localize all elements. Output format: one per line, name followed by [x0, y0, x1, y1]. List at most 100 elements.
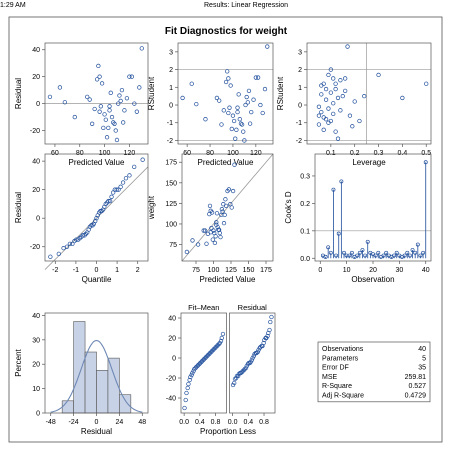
data-point: [109, 114, 115, 120]
data-point: [245, 100, 250, 105]
data-point: [97, 74, 102, 79]
data-point: [319, 83, 324, 88]
normal-density-curve: [50, 339, 143, 413]
data-point: [230, 188, 236, 194]
data-point: [243, 102, 248, 108]
data-point: [238, 121, 244, 126]
y-tick-label: -20: [30, 128, 40, 135]
data-point: [101, 125, 106, 130]
plot-frame: [177, 42, 274, 145]
data-point: [186, 381, 191, 387]
y-tick-label: 40: [32, 159, 40, 166]
data-point: [323, 254, 328, 259]
data-point: [219, 206, 225, 212]
data-point: [227, 105, 232, 110]
data-point: [122, 108, 127, 113]
data-point: [180, 95, 185, 101]
data-point: [57, 85, 63, 90]
panel-residual-histogram: -48 -24 0 24 48 0 10 20 30 40 Residual Percent: [14, 312, 149, 436]
data-point: [219, 335, 224, 341]
data-point: [244, 94, 249, 100]
data-point: [392, 253, 397, 258]
stats-value: 40: [418, 346, 426, 353]
y-tick-label: 3: [298, 49, 302, 56]
data-point: [132, 101, 137, 106]
data-point: [219, 122, 224, 127]
x-axis-label: Residual: [81, 427, 112, 436]
x-tick-label: 0.4: [398, 150, 408, 157]
x-tick-label: 0: [95, 419, 99, 426]
data-point: [267, 327, 272, 333]
stats-label: Observations: [322, 346, 364, 353]
data-point: [228, 83, 233, 88]
data-point: [185, 385, 190, 391]
x-tick-label: -48: [46, 419, 56, 426]
data-point: [423, 160, 428, 165]
data-point: [328, 90, 333, 95]
data-point: [331, 187, 336, 192]
data-point: [269, 314, 274, 320]
data-point: [189, 81, 194, 86]
panel-qq-plot: -2 -1 0 1 2 -20 0 20 40 Quantile Residual: [14, 153, 149, 284]
data-point: [109, 194, 114, 199]
stats-value: 5: [422, 355, 426, 362]
x-tick-label: 20: [369, 267, 377, 274]
histogram-bar: [61, 400, 74, 414]
y-tick-label: 1: [169, 85, 173, 92]
x-tick-label: 60: [51, 150, 59, 157]
plot-frame: [314, 153, 432, 262]
data-point: [106, 125, 111, 130]
y-tick-label: 40: [168, 316, 176, 323]
data-point: [225, 69, 230, 74]
reference-diagonal-line: [181, 153, 274, 262]
data-point: [189, 372, 194, 378]
data-point: [221, 220, 227, 226]
data-point: [268, 319, 273, 325]
data-point: [184, 249, 190, 255]
data-point: [223, 197, 228, 202]
data-point: [265, 44, 270, 49]
data-point: [187, 377, 192, 383]
data-point: [118, 98, 123, 104]
x-tick-label: 40: [422, 267, 430, 274]
data-point: [119, 87, 125, 93]
data-point: [213, 234, 218, 239]
data-point: [94, 77, 100, 82]
stats-value: 0.4729: [405, 393, 427, 400]
x-tick-label: 48: [138, 419, 146, 426]
x-tick-label: 1: [115, 267, 119, 274]
data-point: [74, 237, 79, 242]
x-tick-label: 0.4: [195, 419, 205, 426]
y-tick-label: -20: [166, 376, 176, 383]
y-tick-label: 2: [169, 67, 173, 74]
data-point: [120, 180, 126, 185]
data-point: [214, 220, 219, 225]
data-point: [347, 113, 353, 118]
plot-frame: [44, 42, 149, 145]
data-point: [210, 237, 215, 242]
y-axis-label: weight: [147, 195, 156, 220]
data-point: [410, 248, 415, 252]
data-point: [265, 333, 270, 339]
data-point: [72, 114, 77, 120]
data-point: [107, 198, 113, 204]
x-tick-label: 0.3: [374, 150, 384, 157]
data-point: [226, 76, 231, 81]
data-point: [48, 254, 53, 259]
data-point: [222, 212, 227, 218]
data-point: [90, 121, 95, 126]
data-point: [202, 228, 208, 233]
histogram-bar: [84, 351, 97, 414]
data-point: [331, 111, 336, 117]
data-point: [326, 72, 331, 78]
data-point: [373, 253, 378, 258]
data-point: [255, 75, 261, 80]
data-point: [251, 97, 256, 102]
data-point: [357, 118, 362, 124]
plot-frame: [181, 153, 274, 262]
results-header-bar: 1:29 AM Results: Linear Regression: [0, 0, 452, 14]
stats-value: 35: [418, 365, 426, 372]
data-point: [251, 353, 256, 359]
data-point: [339, 179, 344, 184]
data-point: [204, 241, 209, 246]
